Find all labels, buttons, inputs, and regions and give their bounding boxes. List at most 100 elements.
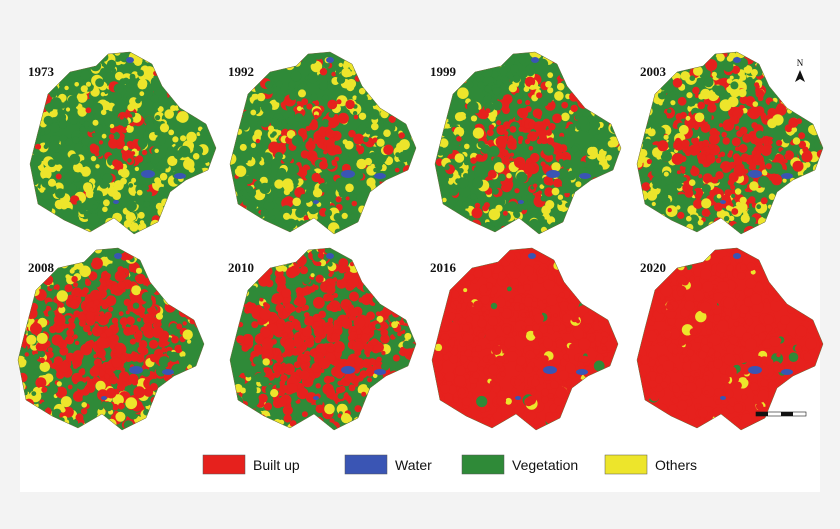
land-patch [100,109,107,116]
land-patch [137,211,145,219]
land-patch [324,209,333,217]
land-patch [348,149,359,160]
land-patch [492,100,503,111]
land-patch [681,169,686,174]
land-patch [259,182,271,194]
land-patch [87,125,95,133]
land-patch [570,104,578,113]
land-patch [129,222,139,232]
land-patch [376,138,385,147]
land-patch [551,162,561,172]
land-patch [646,158,652,165]
land-patch [503,121,511,130]
land-patch [723,61,734,72]
land-patch [89,143,98,151]
land-patch [41,177,52,188]
land-patch [562,159,573,170]
land-patch [361,188,369,196]
land-patch [55,200,60,206]
water-body [129,366,143,374]
land-patch [578,116,589,126]
land-patch [667,207,672,213]
land-patch [543,144,555,156]
land-patch [509,152,515,157]
land-patch [467,144,477,154]
land-patch [283,196,295,207]
land-patch [31,383,36,388]
land-patch [26,334,37,345]
land-patch [79,118,85,125]
land-patch [331,91,339,99]
land-patch [507,141,513,146]
land-patch [89,289,102,302]
land-patch [538,215,545,222]
land-patch [257,151,263,157]
land-patch [91,102,104,114]
land-patch [93,299,100,306]
land-patch [513,210,519,217]
land-patch [71,314,76,320]
land-patch [58,82,64,88]
land-patch [57,341,64,347]
land-patch [688,179,696,186]
land-patch [707,103,717,113]
land-patch [100,68,106,74]
land-patch [660,150,672,162]
land-patch [751,122,758,129]
land-patch [527,131,538,142]
land-patch [694,112,705,123]
land-patch [350,193,357,200]
land-patch [94,315,101,322]
land-patch [574,115,580,120]
land-patch [549,124,555,130]
land-patch [38,343,45,349]
land-patch [93,123,103,134]
water-body [326,57,334,63]
land-patch [128,373,139,384]
water-body [114,253,122,259]
land-patch [322,267,330,275]
land-patch [49,402,55,409]
land-patch [675,137,682,144]
land-patch [464,143,470,150]
land-patch [686,92,693,99]
land-patch [729,75,734,80]
land-patch [157,106,164,113]
land-patch [819,223,823,229]
land-patch [139,353,145,359]
land-patch [172,136,179,143]
land-patch [119,115,125,120]
land-patch [167,327,173,334]
land-patch [150,354,159,363]
land-patch [819,198,823,206]
land-patch [295,207,306,218]
land-patch [755,89,765,99]
land-patch [366,165,377,176]
land-patch [203,157,209,163]
land-patch [329,52,335,58]
land-patch [121,193,131,203]
land-patch [335,71,340,76]
land-patch [737,202,748,213]
land-patch [46,351,54,359]
land-patch [491,70,499,78]
land-patch [526,128,531,133]
land-patch [267,163,272,168]
land-patch [363,136,369,143]
land-patch [680,155,687,162]
land-patch [321,144,327,151]
land-patch [676,205,681,210]
land-patch [715,157,722,164]
land-patch [174,344,183,354]
land-patch [366,177,376,187]
land-patch [271,187,278,194]
land-patch [336,99,342,105]
land-patch [722,137,730,145]
land-patch [470,157,477,164]
land-patch [18,358,27,368]
land-patch [274,93,285,103]
land-patch [40,168,52,180]
land-patch [336,185,345,194]
land-patch [64,172,75,184]
